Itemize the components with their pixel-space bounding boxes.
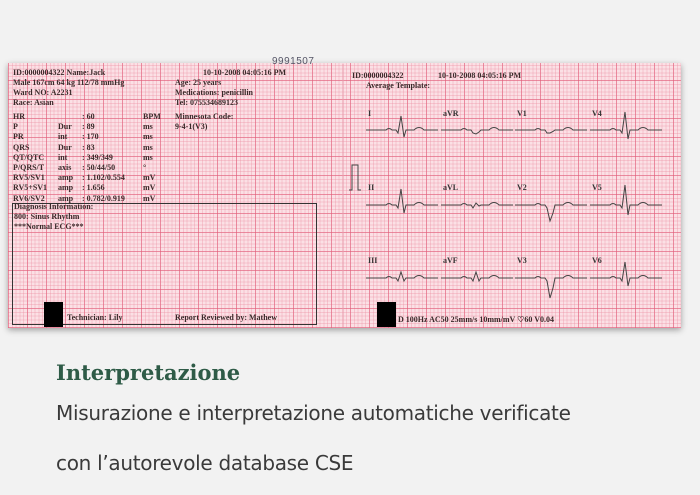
caption-line-1: Misurazione e interpretazione automatich… xyxy=(56,401,571,425)
measure-value: : 349/349 xyxy=(82,152,113,162)
reviewed-by: Report Reviewed by: Mathew xyxy=(175,313,277,322)
calibration-pulse-icon xyxy=(349,164,361,191)
measure-name: QT/QTC xyxy=(13,152,45,162)
diagnosis-line: ***Normal ECG*** xyxy=(14,222,84,231)
minnesota-value: 9-4-1(V3) xyxy=(175,122,208,131)
measure-type: Dur xyxy=(58,122,72,132)
diagnosis-title: Diagnosis Information: xyxy=(14,202,94,211)
measure-unit: BPM xyxy=(143,112,161,121)
measure-type: int xyxy=(58,132,68,142)
patient-info-right: Tel: 075534689123 xyxy=(175,98,239,107)
caption-title: Interpretazione xyxy=(56,360,241,385)
measure-unit: mV xyxy=(143,183,156,193)
measure-type: amp xyxy=(58,183,74,193)
lead-label: III xyxy=(368,256,378,265)
marker-block xyxy=(44,302,63,327)
diagnosis-line: 800: Sinus Rhythm xyxy=(14,212,80,221)
measure-value: : 83 xyxy=(82,142,95,152)
measure-value: : 89 xyxy=(82,122,95,132)
ecg-trace-I xyxy=(366,115,438,138)
right-header-datetime: 10-10-2008 04:05:16 PM xyxy=(438,71,522,80)
patient-info-line: Male 167cm 64 kg 112/78 mmHg xyxy=(13,78,125,87)
patient-info-line: Race: Asian xyxy=(13,98,54,107)
lead-label: V6 xyxy=(592,256,602,265)
ecg-trace-aVL xyxy=(441,202,513,209)
diagnosis-box xyxy=(12,203,317,325)
right-header-id: ID:0000004322 xyxy=(352,71,404,80)
report-datetime: 10-10-2008 04:05:16 PM xyxy=(203,68,287,77)
patient-info-right: Age: 25 years xyxy=(175,78,222,87)
lead-label: V5 xyxy=(592,183,602,192)
measure-unit: ms xyxy=(143,142,153,152)
ecg-trace-aVR xyxy=(441,127,513,135)
lead-label: aVL xyxy=(443,183,459,192)
lead-label: V2 xyxy=(517,183,527,192)
ecg-trace-V1 xyxy=(515,127,587,134)
ecg-trace-V5 xyxy=(590,184,662,216)
measure-name: RV5+SV1 xyxy=(13,183,48,193)
measure-name: HR xyxy=(13,112,25,121)
measure-type: Dur xyxy=(58,142,72,152)
lead-label: aVF xyxy=(443,256,458,265)
patient-info-line: Ward NO: A2231 xyxy=(13,88,73,97)
ecg-trace-II xyxy=(366,188,438,214)
measure-unit: ms xyxy=(143,152,153,162)
measure-value: : 170 xyxy=(82,132,99,142)
serial-number: 9991507 xyxy=(272,56,315,67)
right-footer: D 100Hz AC50 25mm/s 10mm/mV ♡60 V0.04 xyxy=(398,315,554,324)
minnesota-label: Minnesota Code: xyxy=(175,112,234,121)
measure-name: RV5/SV1 xyxy=(13,173,45,183)
patient-info-line: ID:0000004322 Name:Jack xyxy=(13,68,106,77)
measure-value: : 60 xyxy=(82,112,95,121)
average-template-label: Average Template: xyxy=(366,81,431,90)
lead-label: II xyxy=(368,183,375,192)
measure-name: P/QRS/T xyxy=(13,163,45,172)
measure-unit: mV xyxy=(143,173,156,183)
ecg-report xyxy=(8,63,681,328)
measure-type: int xyxy=(58,152,68,162)
lead-label: I xyxy=(368,109,372,118)
measure-type: amp xyxy=(58,193,74,203)
measure-type: amp xyxy=(58,173,74,183)
ecg-trace-V6 xyxy=(590,261,662,287)
ecg-trace-V4 xyxy=(590,111,662,140)
lead-label: V3 xyxy=(517,256,527,265)
caption-line-2: con l’autorevole database CSE xyxy=(56,451,354,475)
measure-type: axis xyxy=(58,163,72,172)
measure-value: : 50/44/50 xyxy=(82,163,116,172)
technician: Technician: Lily xyxy=(67,313,123,322)
ecg-trace-V2 xyxy=(515,202,587,223)
ecg-trace-aVF xyxy=(441,270,513,283)
measure-name: QRS xyxy=(13,142,30,152)
ecg-trace-V3 xyxy=(515,275,587,299)
measure-unit: ms xyxy=(143,132,153,142)
ecg-trace-III xyxy=(366,270,438,283)
patient-info-right: Medications: penicillin xyxy=(175,88,253,97)
measure-value: : 1.656 xyxy=(82,183,105,193)
measure-unit: ° xyxy=(143,163,147,172)
measure-name: P xyxy=(13,122,18,132)
measure-name: RV6/SV2 xyxy=(13,193,45,203)
measure-name: PR xyxy=(13,132,24,142)
measure-value: : 0.782/0.919 xyxy=(82,193,125,203)
lead-label: V4 xyxy=(592,109,602,118)
marker-block xyxy=(377,302,396,327)
lead-label: aVR xyxy=(443,109,459,118)
lead-label: V1 xyxy=(517,109,527,118)
measure-value: : 1.102/0.554 xyxy=(82,173,125,183)
measure-unit: ms xyxy=(143,122,153,132)
measure-unit: mV xyxy=(143,193,156,203)
